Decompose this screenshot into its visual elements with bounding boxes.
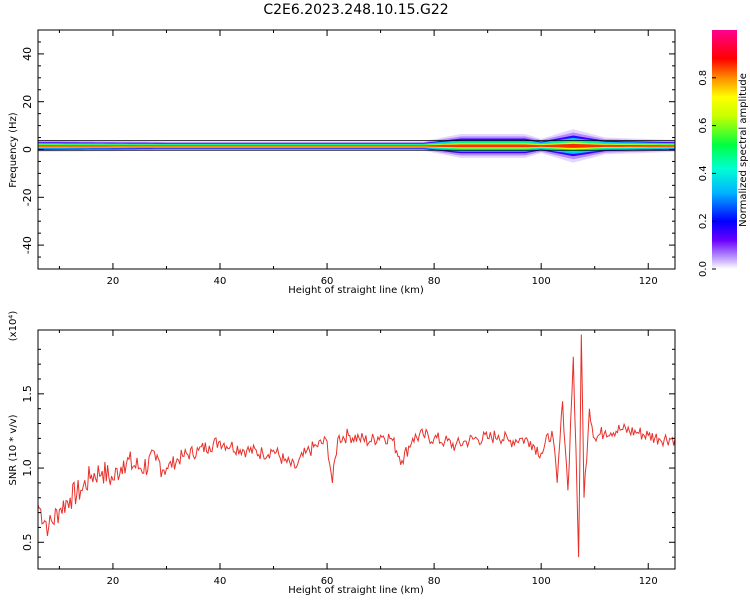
spectrogram-x-tick-label: 60 [321, 276, 334, 287]
spectrogram-y-tick-label: 40 [21, 47, 34, 61]
snr-x-tick-label: 80 [428, 576, 441, 587]
snr-xlabel: Height of straight line (km) [288, 585, 424, 596]
snr-scale-note: (x10⁴) [8, 311, 19, 342]
spectrogram-x-tick-label: 40 [214, 276, 227, 287]
spectrogram-x-tick-label: 20 [107, 276, 120, 287]
colorbar-tick-label: 0.2 [698, 213, 709, 229]
colorbar-tick-label: 0.6 [698, 118, 709, 134]
spectrogram-y-tick-label: 20 [21, 95, 34, 109]
chart-title: C2E6.2023.248.10.15.G22 [263, 2, 448, 18]
colorbar-ticks: 0.0 0.2 0.4 0.6 0.8 [698, 70, 716, 277]
spectrogram-x-tick-label: 120 [639, 276, 658, 287]
snr-x-ticks: 20 40 60 80 100 120 [58, 330, 658, 587]
spectrogram-x-tick-label: 80 [428, 276, 441, 287]
spectrogram-y-tick-label: -40 [21, 236, 34, 254]
colorbar-tick-label: 0.0 [698, 261, 709, 277]
snr-x-tick-label: 100 [532, 576, 551, 587]
spectrogram-band [38, 129, 675, 163]
snr-y-tick-label: 0.5 [21, 534, 34, 552]
snr-frame [37, 329, 676, 570]
snr-y-ticks: 0.5 1.0 1.5 [21, 348, 675, 558]
spectrogram-y-tick-label: -20 [21, 188, 34, 206]
spectrogram-y-tick-label: 0 [21, 146, 34, 153]
snr-x-tick-label: 20 [107, 576, 120, 587]
colorbar-tick-label: 0.8 [698, 70, 709, 86]
snr-x-tick-label: 120 [639, 576, 658, 587]
snr-ylabel: SNR (10 * v/v) [8, 414, 19, 485]
colorbar-label: Normalized spectral amplitude [738, 73, 749, 227]
snr-y-tick-label: 1.5 [21, 385, 34, 403]
spectrogram-x-tick-label: 100 [532, 276, 551, 287]
snr-panel: 20 40 60 80 100 120 0.5 1.0 1.5 Height of strai… [8, 311, 676, 596]
spectrogram-y-ticks: 40 20 0 -20 -40 [21, 29, 675, 270]
spectrogram-band-layer [38, 143, 675, 148]
spectrogram-ylabel: Frequency (Hz) [8, 112, 19, 188]
snr-x-tick-label: 60 [321, 576, 334, 587]
spectrogram-xlabel: Height of straight line (km) [288, 285, 424, 296]
snr-y-tick-label: 1.0 [21, 459, 34, 477]
spectrogram-panel: 20 40 60 80 100 120 40 20 0 -20 -40 Height of str… [8, 29, 676, 296]
colorbar-tick-label: 0.4 [698, 165, 709, 181]
snr-series-line [38, 334, 675, 558]
colorbar: 0.0 0.2 0.4 0.6 0.8 Normalized spectral ampl… [698, 30, 749, 277]
colorbar-gradient [712, 30, 737, 269]
snr-x-tick-label: 40 [214, 576, 227, 587]
spectrogram-x-ticks: 20 40 60 80 100 120 [58, 30, 658, 287]
